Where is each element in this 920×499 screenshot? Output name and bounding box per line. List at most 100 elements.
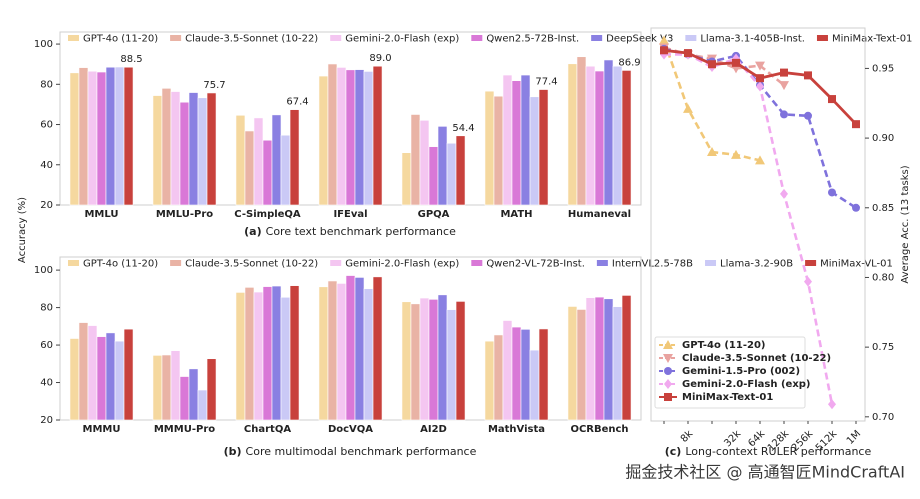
bar — [567, 63, 578, 206]
marker — [828, 95, 836, 104]
bar — [235, 292, 246, 421]
x-tick-label: MMLU — [84, 209, 118, 220]
bar — [585, 297, 596, 421]
bar — [538, 89, 549, 206]
bar — [170, 91, 181, 206]
bar — [253, 117, 264, 206]
legend-swatch — [68, 260, 79, 266]
marker — [828, 188, 836, 197]
marker — [780, 188, 788, 199]
x-tick-label: IFEval — [333, 209, 367, 220]
legend-label: InternVL2.5-78B — [612, 259, 693, 270]
value-label: 88.5 — [120, 54, 142, 65]
bar — [96, 71, 107, 206]
bar — [280, 134, 291, 206]
legend-swatch — [596, 260, 608, 266]
legend-label: Claude-3.5-Sonnet (10-22) — [185, 259, 318, 270]
marker — [756, 74, 764, 83]
marker — [779, 81, 789, 91]
caption-text: Core multimodal benchmark performance — [246, 445, 477, 458]
bar — [354, 69, 365, 206]
y-tick-label: 20 — [40, 415, 53, 426]
bar — [170, 350, 181, 421]
bar — [354, 277, 365, 421]
bar — [612, 306, 623, 421]
legend-swatch — [330, 260, 342, 266]
bar — [493, 95, 504, 206]
caption-text: Long-context RULER performance — [685, 445, 871, 458]
legend-label: MiniMax-Text-01 — [682, 392, 773, 403]
marker — [663, 340, 673, 349]
x-tick-label: MathVista — [488, 424, 545, 435]
y-tick-label: 80 — [40, 303, 53, 314]
bar — [410, 303, 421, 421]
bar — [244, 287, 255, 421]
marker — [659, 35, 669, 45]
marker — [852, 120, 860, 129]
bar — [327, 280, 338, 421]
bar — [271, 114, 282, 206]
legend-swatch — [68, 35, 79, 41]
y-tick-label: 0.80 — [872, 272, 894, 283]
bar — [410, 114, 421, 206]
bar — [123, 66, 134, 206]
bar — [612, 65, 623, 206]
bar — [271, 285, 282, 421]
marker — [804, 111, 812, 120]
bar — [594, 296, 605, 421]
plot-frame — [650, 27, 866, 422]
legend-label: Claude-3.5-Sonnet (10-22) — [185, 34, 318, 45]
marker — [660, 46, 668, 55]
bar — [114, 340, 125, 421]
legend-label: Claude-3.5-Sonnet (10-22) — [682, 353, 831, 364]
legend-swatch — [816, 35, 828, 41]
bar — [428, 299, 439, 421]
marker — [828, 399, 836, 410]
value-label: 89.0 — [369, 53, 391, 64]
legend-box — [654, 336, 806, 409]
value-label: 67.4 — [286, 97, 308, 108]
bar — [197, 97, 208, 206]
legend-swatch — [170, 260, 182, 266]
y-tick-label: 80 — [40, 79, 53, 90]
bar — [585, 65, 596, 206]
bar — [401, 152, 412, 206]
bar — [520, 329, 531, 421]
legend-swatch — [330, 35, 342, 41]
bar — [594, 70, 605, 206]
legend-label: Gemini-2.0-Flash (exp) — [345, 259, 459, 270]
x-tick-label: Humaneval — [568, 209, 631, 220]
legend-label: Gemini-1.5-Pro (002) — [682, 366, 800, 377]
marker — [755, 61, 765, 71]
marker — [755, 155, 765, 165]
bar — [336, 67, 347, 206]
marker — [664, 379, 672, 389]
bar — [520, 74, 531, 206]
x-tick-label: MMMU — [83, 424, 121, 435]
x-tick-label: OCRBench — [570, 424, 628, 435]
y-tick-label: 0.90 — [872, 133, 894, 144]
bar — [235, 114, 246, 206]
bar — [327, 63, 338, 206]
bar — [197, 389, 208, 421]
legend-swatch — [591, 35, 603, 41]
bar — [262, 139, 273, 206]
marker — [780, 110, 788, 119]
bar — [114, 66, 125, 206]
y-tick-label: 0.85 — [872, 203, 894, 214]
y-tick-label: 60 — [40, 120, 53, 131]
legend-label: Qwen2.5-72B-Inst. — [486, 34, 579, 45]
bar — [69, 338, 80, 421]
x-tick-label: MATH — [500, 209, 532, 220]
series-line — [663, 46, 785, 87]
marker — [731, 149, 741, 159]
caption: (a) Core text benchmark performance — [244, 225, 456, 238]
x-tick-label: GPQA — [418, 209, 450, 220]
legend-label: MiniMax-VL-01 — [820, 259, 893, 270]
legend-label: Llama-3.2-90B — [720, 259, 793, 270]
marker — [780, 68, 788, 77]
bar — [493, 334, 504, 421]
y-tick-label: 100 — [34, 39, 53, 50]
bar — [78, 322, 89, 421]
legend-label: Qwen2-VL-72B-Inst. — [486, 259, 585, 270]
